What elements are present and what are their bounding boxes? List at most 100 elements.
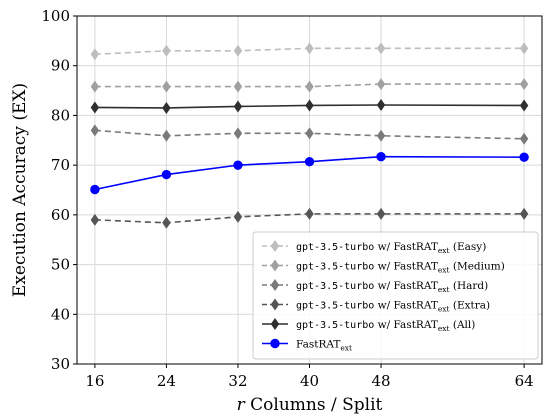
legend-label-sub: ext xyxy=(340,344,352,353)
x-tick-label: 24 xyxy=(157,372,176,390)
y-tick-label: 40 xyxy=(51,305,70,323)
legend-label-sub: ext xyxy=(438,266,450,275)
data-point xyxy=(519,132,529,145)
legend-label-mid: w/ FastRAT xyxy=(374,319,438,331)
legend-box xyxy=(252,231,539,360)
data-point xyxy=(90,124,100,137)
x-tick-label: 32 xyxy=(228,372,247,390)
legend-swatch-marker xyxy=(270,240,280,252)
legend-swatch-marker xyxy=(270,279,280,291)
data-point xyxy=(162,216,171,229)
data-point xyxy=(305,207,314,220)
data-point xyxy=(376,129,386,142)
legend-entry: gpt-3.5-turbo w/ FastRAText (Medium) xyxy=(262,259,505,275)
legend-label-mid: w/ FastRAT xyxy=(374,300,438,312)
x-tick-label: 16 xyxy=(85,372,104,390)
legend-label-mid: w/ FastRAT xyxy=(374,280,438,292)
legend-label: gpt-3.5-turbo w/ FastRAText (Easy) xyxy=(296,241,486,255)
data-point xyxy=(376,42,386,55)
legend-label-sub: ext xyxy=(438,324,450,333)
legend-label-tail: (Extra) xyxy=(450,300,491,312)
x-tick-label: 64 xyxy=(515,372,534,390)
legend-label: gpt-3.5-turbo w/ FastRAText (Medium) xyxy=(296,261,505,275)
data-point xyxy=(519,78,529,91)
legend-label-code: gpt-3.5-turbo xyxy=(296,320,374,331)
x-axis-label-var: r xyxy=(237,395,246,415)
series-0 xyxy=(90,42,529,61)
data-point xyxy=(233,100,243,113)
data-point xyxy=(305,99,314,112)
data-point xyxy=(304,156,315,167)
data-point xyxy=(376,98,386,111)
series-line xyxy=(94,155,525,191)
legend-entry: gpt-3.5-turbo w/ FastRAText (Hard) xyxy=(262,279,488,294)
data-point xyxy=(233,44,243,57)
legend-label: gpt-3.5-turbo w/ FastRAText (Extra) xyxy=(296,300,490,314)
data-point xyxy=(519,42,529,55)
legend-label-tail: (Medium) xyxy=(450,261,505,273)
y-tick-label: 60 xyxy=(51,206,70,224)
series-line xyxy=(94,213,525,224)
data-point xyxy=(90,48,100,61)
series-lines xyxy=(90,42,529,229)
y-tick-label: 100 xyxy=(41,7,70,25)
legend-label-tail: (Hard) xyxy=(450,280,489,292)
data-point xyxy=(233,210,243,223)
data-point xyxy=(305,42,314,55)
data-point xyxy=(233,160,243,170)
legend-label: gpt-3.5-turbo w/ FastRAText (All) xyxy=(296,319,475,333)
data-point xyxy=(162,129,171,142)
legend-swatch-marker xyxy=(270,338,280,349)
legend-entry: gpt-3.5-turbo w/ FastRAText (Easy) xyxy=(262,240,486,255)
data-point xyxy=(305,80,314,93)
legend-label-tail: (All) xyxy=(450,319,476,331)
series-4 xyxy=(90,98,529,114)
series-2 xyxy=(90,124,529,145)
x-tick-label: 48 xyxy=(371,372,390,390)
legend-label-tail: (Easy) xyxy=(450,241,487,253)
legend-label-code: gpt-3.5-turbo xyxy=(296,281,374,292)
series-line xyxy=(94,104,525,109)
x-axis-label: r Columns / Split xyxy=(237,395,383,415)
legend-label-mid: w/ FastRAT xyxy=(374,261,438,273)
axis-ticks: 16 24 32 40 48 64 30 40 50 60 70 80 90 100 xyxy=(41,7,533,390)
series-line xyxy=(94,83,525,88)
legend-entry: gpt-3.5-turbo w/ FastRAText (Extra) xyxy=(262,298,490,314)
legend-label-mid: FastRAT xyxy=(296,339,340,351)
data-point xyxy=(90,101,100,114)
legend-label-code: gpt-3.5-turbo xyxy=(296,301,374,312)
legend-swatch-marker xyxy=(270,318,280,330)
series-line xyxy=(94,129,525,140)
data-point xyxy=(305,127,314,140)
series-1 xyxy=(90,78,529,93)
data-point xyxy=(519,207,529,220)
data-point xyxy=(519,99,529,112)
x-tick-label: 40 xyxy=(300,372,319,390)
legend-label-sub: ext xyxy=(438,305,450,314)
legend-label-sub: ext xyxy=(438,246,450,255)
legend-entry: gpt-3.5-turbo w/ FastRAText (All) xyxy=(262,318,475,333)
legend: gpt-3.5-turbo w/ FastRAText (Easy)gpt-3.… xyxy=(252,231,539,360)
legend-label-sub: ext xyxy=(438,285,450,294)
series-line xyxy=(94,47,525,56)
y-tick-label: 70 xyxy=(51,156,70,174)
series-5 xyxy=(90,151,529,195)
y-tick-label: 80 xyxy=(51,106,70,124)
data-point xyxy=(90,184,100,195)
legend-label: FastRAText xyxy=(296,339,352,353)
legend-swatch-marker xyxy=(270,298,280,311)
legend-label-mid: w/ FastRAT xyxy=(374,241,438,253)
y-axis-label: Execution Accuracy (EX) xyxy=(10,83,30,297)
legend-swatch-marker xyxy=(270,259,280,272)
legend-entry: FastRAText xyxy=(262,339,352,353)
y-tick-label: 90 xyxy=(51,57,70,75)
data-point xyxy=(233,127,243,140)
data-point xyxy=(90,80,100,93)
series-3 xyxy=(90,207,529,229)
data-point xyxy=(376,78,386,91)
y-tick-label: 50 xyxy=(51,256,70,274)
data-point xyxy=(90,213,100,226)
data-point xyxy=(162,80,171,93)
data-point xyxy=(519,152,529,162)
